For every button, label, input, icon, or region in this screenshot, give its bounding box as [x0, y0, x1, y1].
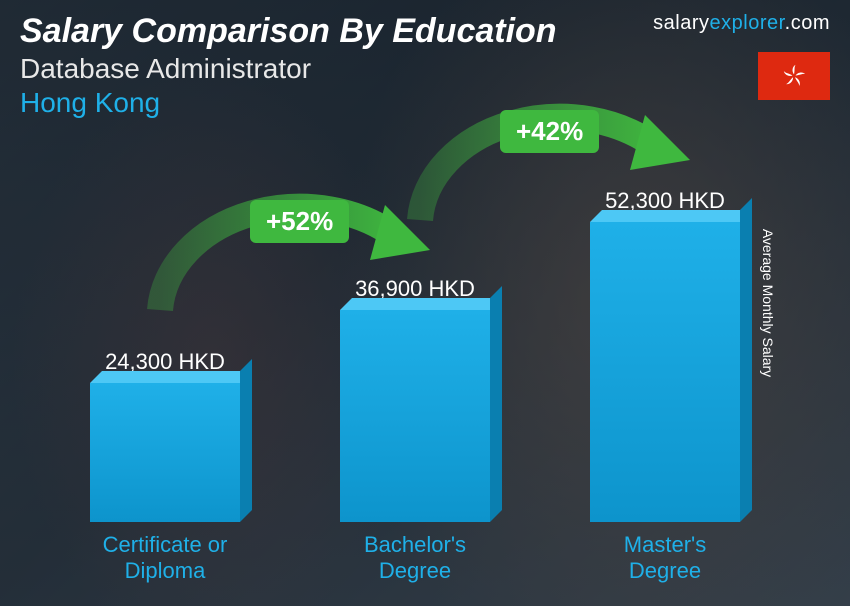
- bar: [340, 310, 490, 522]
- brand-text-accent: explorer: [710, 12, 785, 34]
- y-axis-label: Average Monthly Salary: [760, 229, 776, 377]
- brand-text-1: salary: [653, 12, 709, 34]
- increase-badge: +52%: [250, 200, 349, 243]
- bar-group: 24,300 HKDCertificate or Diploma: [65, 349, 265, 586]
- bar-label: Bachelor's Degree: [364, 532, 466, 586]
- bar-label: Master's Degree: [624, 532, 706, 586]
- chart-subtitle: Database Administrator: [20, 53, 830, 85]
- bar-chart: 24,300 HKDCertificate or Diploma36,900 H…: [40, 146, 790, 586]
- bar: [90, 383, 240, 522]
- bar-group: 36,900 HKDBachelor's Degree: [315, 276, 515, 586]
- chart-location: Hong Kong: [20, 87, 830, 119]
- brand-logo: salaryexplorer.com: [653, 12, 830, 35]
- bar-label: Certificate or Diploma: [103, 532, 228, 586]
- bar: [590, 222, 740, 522]
- title-row: Salary Comparison By Education salaryexp…: [20, 12, 830, 51]
- header: Salary Comparison By Education salaryexp…: [0, 0, 850, 119]
- chart-title: Salary Comparison By Education: [20, 12, 557, 51]
- brand-text-suffix: .com: [785, 12, 830, 34]
- bar-group: 52,300 HKDMaster's Degree: [565, 188, 765, 586]
